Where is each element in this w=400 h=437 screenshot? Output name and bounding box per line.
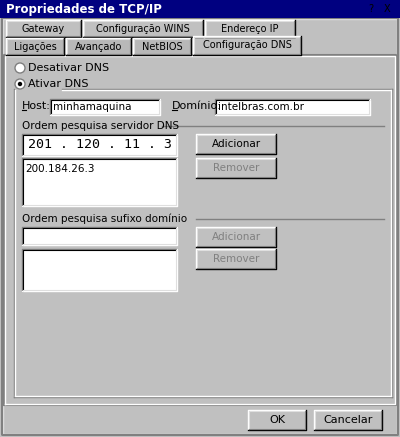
Text: Avançado: Avançado xyxy=(75,42,122,52)
Text: Endereço IP: Endereço IP xyxy=(221,24,279,34)
Bar xyxy=(196,134,276,154)
Text: Ativar DNS: Ativar DNS xyxy=(28,79,88,89)
Bar xyxy=(0,0,400,18)
Text: Remover: Remover xyxy=(213,254,259,264)
Bar xyxy=(22,227,177,245)
Text: Propriedades de TCP/IP: Propriedades de TCP/IP xyxy=(6,3,162,15)
Text: Gateway: Gateway xyxy=(22,24,65,34)
Text: minhamaquina: minhamaquina xyxy=(53,102,132,112)
Bar xyxy=(193,36,301,55)
Bar xyxy=(4,55,396,405)
Bar xyxy=(205,20,295,37)
Bar xyxy=(196,158,276,178)
Bar xyxy=(215,99,370,115)
Bar xyxy=(83,20,203,37)
Bar xyxy=(22,158,177,206)
Text: Domínio:: Domínio: xyxy=(172,101,222,111)
Bar xyxy=(50,99,160,115)
Bar xyxy=(22,249,177,291)
Text: NetBIOS: NetBIOS xyxy=(142,42,182,52)
Bar xyxy=(248,410,306,430)
Text: Configuração DNS: Configuração DNS xyxy=(202,41,292,51)
Bar xyxy=(314,410,382,430)
Text: Host:: Host: xyxy=(22,101,51,111)
Bar xyxy=(196,249,276,269)
Text: ?: ? xyxy=(368,4,374,14)
Bar xyxy=(22,134,177,156)
Bar xyxy=(380,2,394,16)
Text: Configuração WINS: Configuração WINS xyxy=(96,24,190,34)
Bar xyxy=(14,81,392,397)
Text: OK: OK xyxy=(269,415,285,425)
Bar xyxy=(6,38,64,55)
Text: intelbras.com.br: intelbras.com.br xyxy=(218,102,304,112)
Text: Ordem pesquisa sufixo domínio: Ordem pesquisa sufixo domínio xyxy=(22,214,187,224)
Text: Adicionar: Adicionar xyxy=(212,139,260,149)
Circle shape xyxy=(18,82,22,86)
Text: Remover: Remover xyxy=(213,163,259,173)
Text: Cancelar: Cancelar xyxy=(323,415,373,425)
Text: X: X xyxy=(384,4,390,14)
Bar xyxy=(196,227,276,247)
Bar xyxy=(66,38,131,55)
Bar xyxy=(364,2,378,16)
Bar xyxy=(6,20,81,37)
Text: Ordem pesquisa servidor DNS: Ordem pesquisa servidor DNS xyxy=(22,121,179,131)
Bar xyxy=(133,38,191,55)
Circle shape xyxy=(15,79,25,89)
Text: 201 . 120 . 11 . 3: 201 . 120 . 11 . 3 xyxy=(28,139,172,152)
Circle shape xyxy=(15,63,25,73)
Text: Adicionar: Adicionar xyxy=(212,232,260,242)
Text: 200.184.26.3: 200.184.26.3 xyxy=(25,164,94,174)
Text: Desativar DNS: Desativar DNS xyxy=(28,63,109,73)
Text: Ligações: Ligações xyxy=(14,42,56,52)
